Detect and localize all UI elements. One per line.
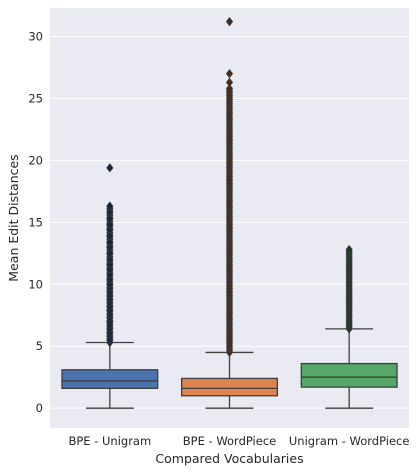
y-tick-label: 20 bbox=[28, 153, 43, 167]
y-tick-label: 30 bbox=[28, 29, 43, 43]
y-tick-label: 15 bbox=[28, 215, 43, 229]
outlier bbox=[106, 201, 114, 211]
outlier bbox=[106, 207, 114, 218]
outlier bbox=[106, 279, 114, 289]
outlier bbox=[106, 269, 114, 280]
outlier bbox=[106, 231, 114, 241]
outlier bbox=[106, 274, 114, 285]
x-tick-label: Unigram - WordPiece bbox=[289, 434, 410, 448]
box-1 bbox=[61, 163, 159, 409]
x-tick-label: BPE - Unigram bbox=[68, 434, 151, 448]
x-tick-label: BPE - WordPiece bbox=[183, 434, 276, 448]
y-tick-label: 10 bbox=[28, 277, 43, 291]
box-iqr bbox=[300, 362, 398, 388]
outlier bbox=[106, 225, 114, 235]
outlier bbox=[106, 264, 114, 275]
outlier bbox=[106, 237, 114, 247]
y-axis-ticks: 0 5 10 15 20 25 30 bbox=[28, 29, 43, 415]
outlier bbox=[225, 77, 234, 88]
outlier bbox=[106, 220, 114, 230]
x-axis-label: Compared Vocabularies bbox=[155, 451, 303, 466]
x-axis-ticks: BPE - Unigram BPE - WordPiece Unigram - Wo… bbox=[68, 434, 409, 448]
outlier bbox=[106, 259, 114, 270]
box-3 bbox=[300, 244, 398, 409]
y-tick-label: 0 bbox=[36, 401, 43, 415]
box-iqr bbox=[180, 377, 279, 397]
outlier bbox=[225, 16, 234, 27]
outlier bbox=[106, 213, 114, 224]
outlier bbox=[106, 242, 114, 252]
box-2 bbox=[180, 16, 279, 409]
outlier bbox=[106, 254, 114, 265]
y-tick-label: 25 bbox=[28, 91, 43, 105]
outlier bbox=[225, 68, 234, 79]
y-axis-label: Mean Edit Distances bbox=[6, 154, 21, 281]
outlier bbox=[225, 83, 234, 94]
outlier bbox=[345, 244, 353, 255]
outlier bbox=[106, 248, 114, 259]
y-tick-label: 5 bbox=[36, 339, 43, 353]
outlier bbox=[106, 163, 114, 173]
boxes bbox=[61, 16, 398, 409]
box-iqr bbox=[61, 369, 159, 390]
